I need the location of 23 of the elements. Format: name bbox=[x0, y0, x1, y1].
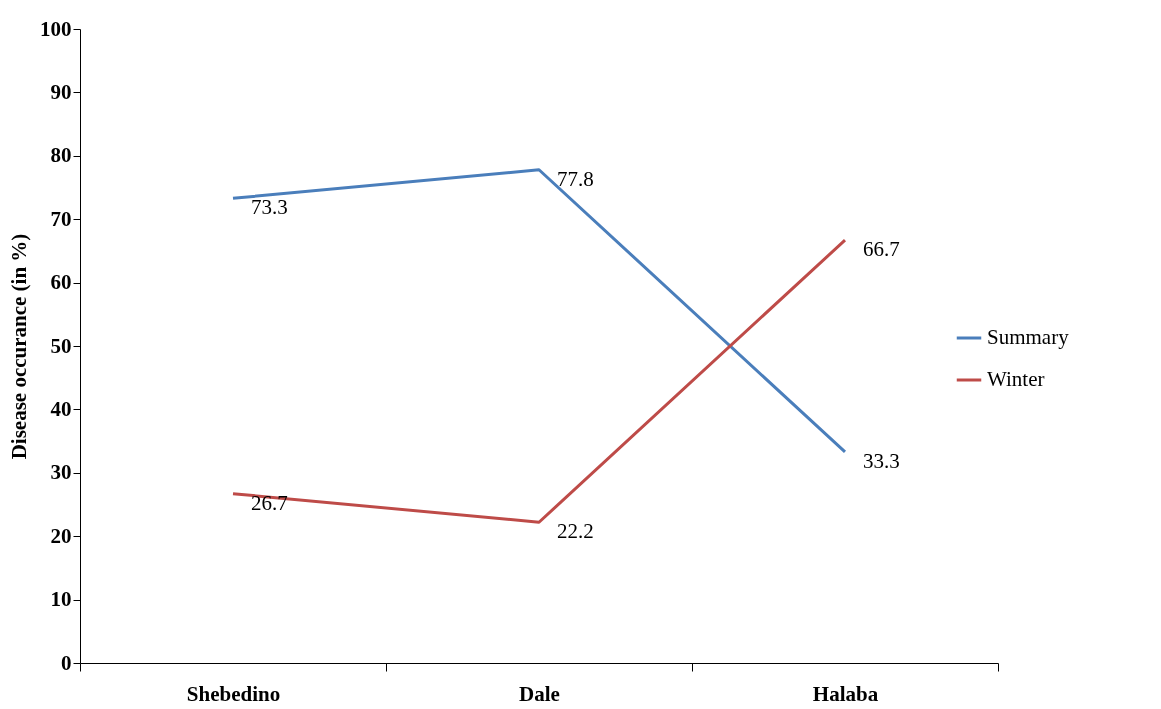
data-label: 33.3 bbox=[863, 448, 900, 473]
data-label: 66.7 bbox=[863, 237, 900, 262]
y-tick-label: 20 bbox=[50, 523, 72, 548]
legend-label: Summary bbox=[987, 325, 1070, 349]
x-tick-label: Shebedino bbox=[186, 681, 281, 706]
y-axis-title: Disease occurance (in %) bbox=[7, 233, 31, 460]
y-tick-label: 50 bbox=[50, 333, 72, 358]
y-tick-label: 10 bbox=[50, 587, 72, 612]
data-label: 73.3 bbox=[251, 195, 288, 220]
y-tick-label: 100 bbox=[40, 16, 72, 41]
x-tick-label: Halaba bbox=[812, 681, 879, 706]
y-tick-label: 60 bbox=[50, 270, 72, 295]
data-label: 22.2 bbox=[557, 519, 594, 544]
data-label: 26.7 bbox=[251, 490, 288, 515]
legend-label: Winter bbox=[987, 367, 1045, 391]
data-label: 77.8 bbox=[557, 166, 594, 191]
y-tick-label: 30 bbox=[50, 460, 72, 485]
y-tick-label: 70 bbox=[50, 206, 72, 231]
y-tick-label: 40 bbox=[50, 396, 72, 421]
x-tick-label: Dale bbox=[519, 681, 560, 706]
y-tick-label: 0 bbox=[61, 650, 72, 675]
y-tick-label: 80 bbox=[50, 143, 72, 168]
y-tick-label: 90 bbox=[50, 79, 72, 104]
